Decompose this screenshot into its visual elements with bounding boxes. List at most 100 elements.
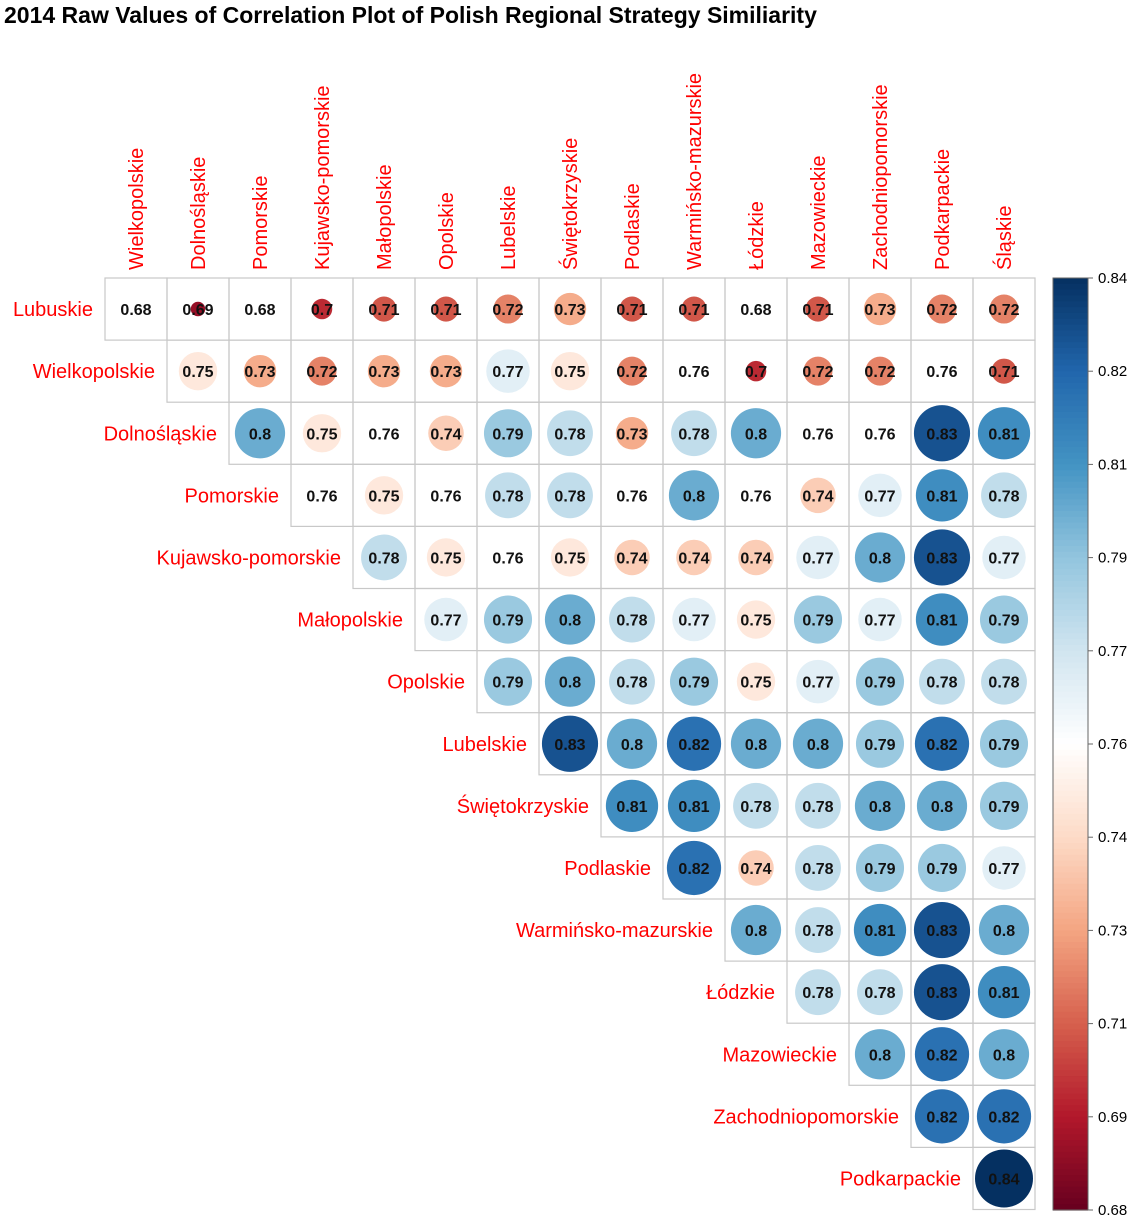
colorbar-segment	[1053, 977, 1088, 984]
correlation-circle	[803, 356, 833, 386]
correlation-circle	[673, 350, 715, 392]
correlation-circle	[793, 595, 843, 644]
correlation-circle	[609, 596, 655, 643]
colorbar-segment	[1053, 971, 1088, 978]
colorbar-segment	[1053, 353, 1088, 361]
colorbar-segment	[1053, 860, 1088, 867]
value-label: 0.81	[864, 923, 895, 940]
correlation-circle	[977, 407, 1031, 460]
value-label: 0.79	[926, 861, 957, 878]
colorbar-segment	[1053, 1093, 1088, 1100]
colorbar-segment	[1053, 307, 1088, 314]
value-label: 0.72	[988, 302, 1019, 319]
value-label: 0.78	[616, 675, 647, 692]
colorbar-segment	[1053, 639, 1088, 646]
column-label: Opolskie	[436, 192, 458, 270]
correlation-circle	[178, 351, 218, 391]
correlation-circle	[487, 536, 529, 578]
value-label: 0.76	[926, 364, 957, 381]
colorbar-segment	[1053, 487, 1088, 495]
value-label: 0.7	[311, 302, 333, 319]
value-label: 0.8	[745, 737, 767, 754]
value-label: 0.78	[926, 675, 957, 692]
correlation-circle	[190, 301, 206, 317]
colorbar-segment	[1053, 633, 1088, 640]
colorbar-segment	[1053, 942, 1088, 949]
colorbar-segment	[1053, 534, 1088, 541]
colorbar-segment	[1053, 773, 1088, 780]
colorbar-segment	[1053, 441, 1088, 448]
colorbar-segment	[1053, 371, 1088, 378]
value-label: 0.75	[306, 426, 337, 443]
colorbar-tick-label: 0.81	[1098, 456, 1127, 473]
value-label: 0.8	[683, 488, 705, 505]
correlation-circle	[669, 657, 719, 706]
colorbar-segment	[1053, 359, 1088, 366]
colorbar-segment	[1053, 732, 1088, 739]
value-label: 0.72	[802, 364, 833, 381]
correlation-circle	[795, 907, 841, 953]
colorbar-segment	[1053, 278, 1088, 285]
value-label: 0.77	[864, 488, 895, 505]
correlation-circle	[981, 658, 1027, 705]
correlation-circle	[855, 657, 905, 706]
correlation-circle	[486, 349, 530, 393]
colorbar-segment	[1053, 1110, 1088, 1118]
correlation-circle	[863, 292, 897, 326]
colorbar-segment	[1053, 994, 1088, 1001]
colorbar-segment	[1053, 551, 1088, 559]
value-label: 0.82	[926, 1109, 957, 1126]
colorbar-segment	[1053, 481, 1088, 489]
colorbar-segment	[1053, 650, 1088, 658]
value-label: 0.77	[678, 613, 709, 630]
value-label: 0.71	[430, 302, 461, 319]
value-label: 0.75	[368, 488, 399, 505]
colorbar-segment	[1053, 1134, 1088, 1141]
colorbar-segment	[1053, 1046, 1088, 1054]
value-label: 0.79	[864, 737, 895, 754]
colorbar-segment	[1053, 365, 1088, 372]
value-label: 0.79	[492, 613, 523, 630]
correlation-circle	[311, 298, 333, 320]
colorbar-segment	[1053, 965, 1088, 972]
value-label: 0.69	[182, 302, 213, 319]
value-label: 0.8	[869, 799, 891, 816]
colorbar-segment	[1053, 918, 1088, 926]
column-label: Warmińsko-mazurskie	[684, 73, 706, 270]
row-label: Pomorskie	[185, 485, 279, 507]
colorbar-segment	[1053, 493, 1088, 500]
colorbar-segment	[1053, 1128, 1088, 1135]
row-label: Małopolskie	[297, 610, 403, 632]
colorbar-segment	[1053, 709, 1088, 716]
correlation-circle	[978, 1029, 1030, 1080]
correlation-circle	[989, 294, 1019, 324]
correlation-circle	[857, 969, 903, 1016]
colorbar-segment	[1053, 901, 1088, 908]
correlation-circle	[367, 354, 401, 388]
correlation-circle	[795, 782, 841, 829]
colorbar-segment	[1053, 540, 1088, 547]
value-label: 0.78	[802, 861, 833, 878]
value-label: 0.76	[492, 550, 523, 567]
value-label: 0.76	[368, 426, 399, 443]
colorbar-segment	[1053, 446, 1088, 454]
value-label: 0.76	[802, 426, 833, 443]
colorbar-segment	[1053, 563, 1088, 570]
value-label: 0.72	[864, 364, 895, 381]
correlation-circle	[854, 1029, 906, 1080]
colorbar-segment	[1053, 516, 1088, 524]
value-label: 0.71	[368, 302, 399, 319]
value-label: 0.72	[616, 364, 647, 381]
colorbar-segment	[1053, 1192, 1088, 1199]
value-label: 0.78	[554, 488, 585, 505]
colorbar-segment	[1053, 511, 1088, 518]
row-label: Opolskie	[387, 672, 465, 694]
value-label: 0.73	[368, 364, 399, 381]
colorbar-segment	[1053, 592, 1088, 599]
value-label: 0.77	[988, 550, 1019, 567]
value-label: 0.78	[988, 488, 1019, 505]
colorbar-segment	[1053, 685, 1088, 693]
correlation-circle	[614, 539, 650, 576]
colorbar-segment	[1053, 505, 1088, 512]
